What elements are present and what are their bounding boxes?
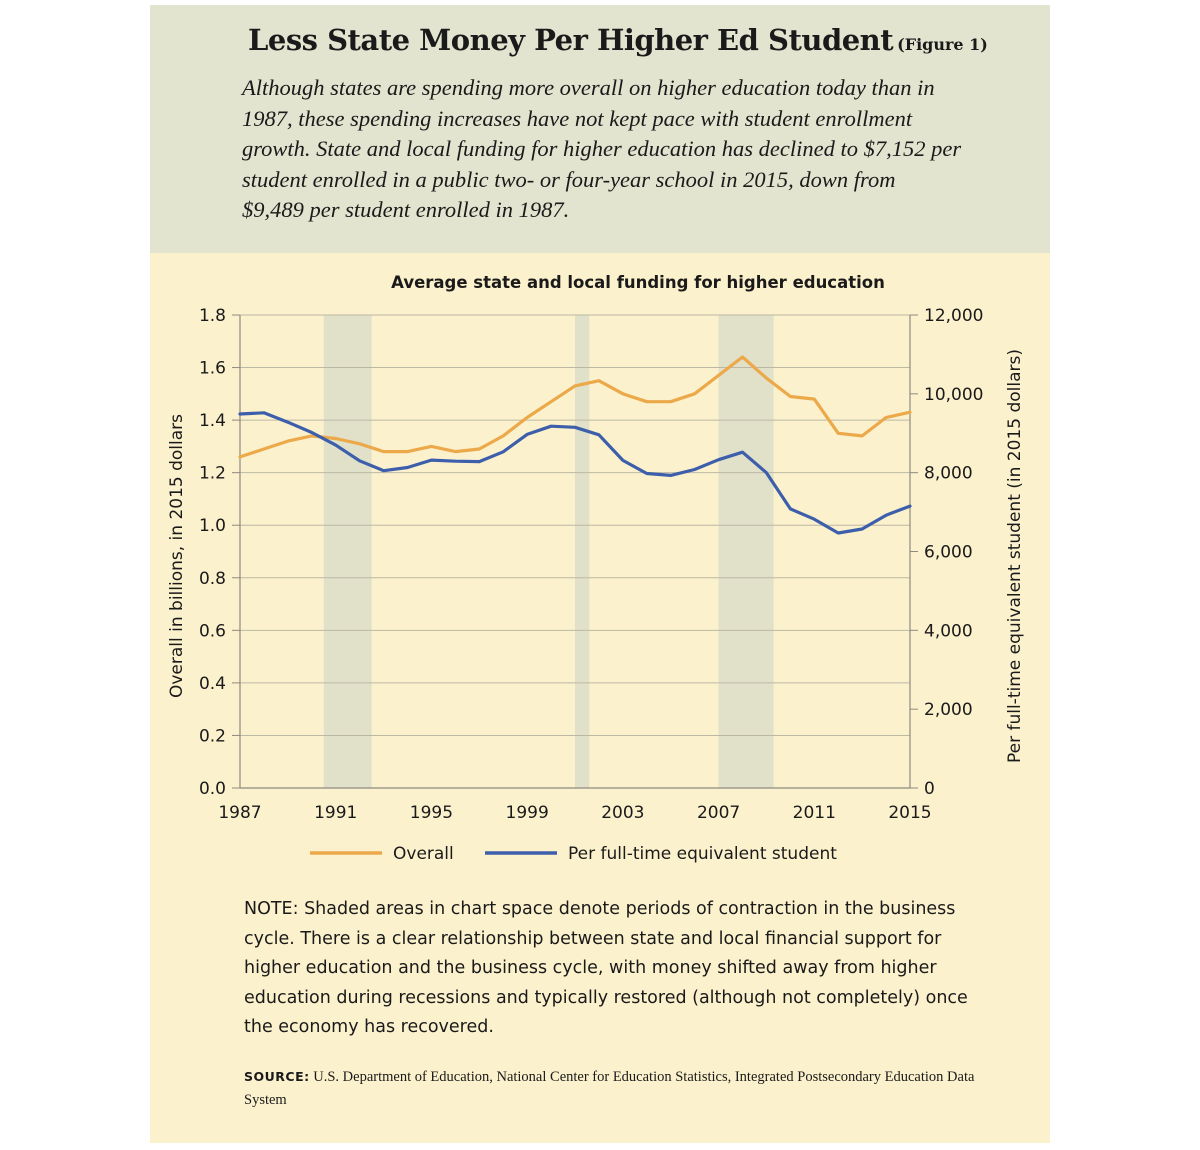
left-tick-label: 1.0 bbox=[199, 516, 226, 536]
left-tick-label: 0.8 bbox=[199, 569, 226, 589]
intro-text: Although states are spending more overal… bbox=[242, 75, 962, 222]
title-row: Less State Money Per Higher Ed Student (… bbox=[248, 23, 988, 57]
right-tick-label: 12,000 bbox=[924, 306, 983, 326]
x-tick-label: 2007 bbox=[697, 803, 740, 823]
left-tick-label: 1.6 bbox=[199, 359, 226, 379]
legend-label: Per full-time equivalent student bbox=[568, 844, 837, 864]
recession-band bbox=[323, 315, 372, 788]
y-left-axis-label: Overall in billions, in 2015 dollars bbox=[167, 414, 187, 698]
x-tick-label: 2011 bbox=[793, 803, 836, 823]
x-tick-label: 1999 bbox=[506, 803, 549, 823]
right-tick-label: 10,000 bbox=[924, 385, 983, 405]
left-axis-ticks: 0.0 0.2 0.4 0.6 0.8 1.0 1.2 1.4 1.6 1.8 bbox=[199, 306, 240, 799]
right-tick-label: 8,000 bbox=[924, 464, 973, 484]
legend-label: Overall bbox=[393, 844, 454, 864]
figure-panel: Less State Money Per Higher Ed Student (… bbox=[150, 5, 1050, 1143]
left-tick-label: 1.8 bbox=[199, 306, 226, 326]
chart-note: NOTE: Shaded areas in chart space denote… bbox=[244, 899, 968, 1037]
chart-title: Average state and local funding for high… bbox=[391, 273, 885, 292]
right-tick-label: 2,000 bbox=[924, 700, 973, 720]
figure-header: Less State Money Per Higher Ed Student (… bbox=[150, 5, 1050, 253]
x-tick-label: 1987 bbox=[218, 803, 261, 823]
right-tick-label: 0 bbox=[924, 779, 935, 799]
series-line bbox=[238, 355, 912, 459]
recession-band bbox=[575, 315, 590, 788]
x-tick-label: 1995 bbox=[410, 803, 453, 823]
line-chart: Average state and local funding for high… bbox=[167, 273, 1025, 864]
x-tick-label: 2003 bbox=[601, 803, 644, 823]
left-tick-label: 0.2 bbox=[199, 726, 226, 746]
series-line bbox=[238, 411, 912, 535]
right-axis-ticks: 0 2,000 4,000 6,000 8,000 10,000 12,000 bbox=[910, 306, 983, 799]
recession-band bbox=[718, 315, 774, 788]
x-tick-label: 1991 bbox=[314, 803, 357, 823]
right-tick-label: 6,000 bbox=[924, 543, 973, 563]
source-credit: SOURCE: U.S. Department of Education, Na… bbox=[244, 1065, 1004, 1112]
y-right-axis-label: Per full-time equivalent student (in 201… bbox=[1005, 349, 1025, 763]
figure-title: Less State Money Per Higher Ed Student bbox=[248, 23, 894, 57]
x-tick-label: 2015 bbox=[888, 803, 931, 823]
figure-tag: (Figure 1) bbox=[897, 35, 988, 54]
left-tick-label: 1.2 bbox=[199, 464, 226, 484]
left-tick-label: 1.4 bbox=[199, 411, 226, 431]
left-tick-label: 0.6 bbox=[199, 621, 226, 641]
left-tick-label: 0.0 bbox=[199, 779, 226, 799]
series-lines bbox=[238, 355, 912, 535]
source-label: SOURCE: bbox=[244, 1069, 310, 1084]
x-axis-ticks: 1987 1991 1995 1999 2003 2007 2011 2015 bbox=[218, 803, 931, 823]
legend: Overall Per full-time equivalent student bbox=[310, 844, 837, 864]
gridlines bbox=[240, 314, 910, 736]
left-tick-label: 0.4 bbox=[199, 674, 226, 694]
right-tick-label: 4,000 bbox=[924, 621, 973, 641]
source-text: U.S. Department of Education, National C… bbox=[244, 1069, 975, 1108]
recession-shading bbox=[323, 315, 774, 788]
